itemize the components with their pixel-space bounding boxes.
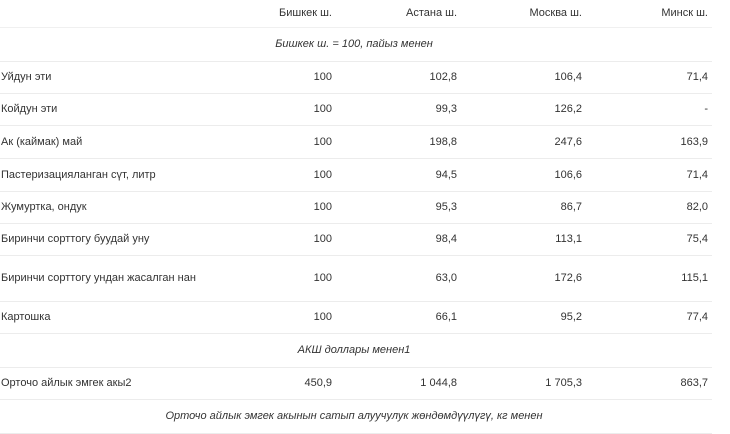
row-label: Орточо айлык эмгек акы2 <box>1 377 132 389</box>
table-row: Биринчи сорттогу ундан жасалган нан 100 63… <box>0 255 712 301</box>
table-row: Уйдун эти 100 102,8 106,4 71,4 <box>0 61 712 93</box>
table-row: Биринчи сорттогу буудай уну 100 98,4 113,1 7… <box>0 223 712 255</box>
row-value: 100 <box>313 103 332 115</box>
row-value: 100 <box>313 272 332 284</box>
header-astana: Астана ш. <box>406 7 457 20</box>
row-value: 95,3 <box>435 201 457 213</box>
row-value: 75,4 <box>686 233 708 245</box>
section-row-index: Бишкек ш. = 100, пайыз менен <box>0 27 712 61</box>
table-row: Койдун эти 100 99,3 126,2 - <box>0 93 712 125</box>
table-row: Ак (каймак) май 100 198,8 247,6 163,9 <box>0 125 712 158</box>
row-value: 86,7 <box>560 201 582 213</box>
row-value: 102,8 <box>429 71 457 83</box>
row-value: - <box>704 103 708 115</box>
row-value: 98,4 <box>435 233 457 245</box>
header-bishkek: Бишкек ш. <box>279 7 332 20</box>
row-value: 100 <box>313 311 332 323</box>
row-label: Уйдун эти <box>1 71 52 83</box>
row-value: 100 <box>313 71 332 83</box>
header-minsk: Минск ш. <box>661 7 708 20</box>
header-row: Бишкек ш. Астана ш. Москва ш. Минск ш. <box>0 0 712 27</box>
row-value: 100 <box>313 168 332 181</box>
row-value: 82,0 <box>686 201 708 213</box>
row-value: 95,2 <box>560 311 582 323</box>
row-value: 172,6 <box>554 272 582 284</box>
row-value: 450,9 <box>304 377 332 389</box>
header-empty <box>0 0 230 27</box>
table-row: Картошка 100 66,1 95,2 77,4 <box>0 301 712 333</box>
price-comparison-table: Бишкек ш. Астана ш. Москва ш. Минск ш. Б… <box>0 0 712 433</box>
table-row: Орточо айлык эмгек акы2 450,9 1 044,8 1 705… <box>0 367 712 399</box>
row-value: 1 705,3 <box>545 377 582 389</box>
row-value: 198,8 <box>429 135 457 148</box>
row-label: Картошка <box>1 311 51 323</box>
row-value: 77,4 <box>686 311 708 323</box>
row-label: Койдун эти <box>1 103 58 115</box>
row-value: 66,1 <box>435 311 457 323</box>
row-value: 863,7 <box>680 377 708 389</box>
row-label: Биринчи сорттогу буудай уну <box>1 233 150 245</box>
row-label: Пастеризацияланган сүт, литр <box>1 168 156 181</box>
row-value: 100 <box>313 233 332 245</box>
row-label: Жумуртка, ондук <box>1 201 87 213</box>
row-value: 106,4 <box>554 71 582 83</box>
row-value: 247,6 <box>554 135 582 148</box>
header-moscow: Москва ш. <box>529 7 583 20</box>
row-label: Биринчи сорттогу ундан жасалган нан <box>1 272 196 284</box>
row-label: Ак (каймак) май <box>1 135 83 148</box>
row-value: 100 <box>313 135 332 148</box>
row-value: 113,1 <box>555 233 582 245</box>
row-value: 71,4 <box>686 71 708 83</box>
table-row: Жумуртка, ондук 100 95,3 86,7 82,0 <box>0 191 712 223</box>
row-value: 99,3 <box>435 103 457 115</box>
section-title: Орточо айлык эмгек акынын сатып алуучулу… <box>165 410 543 422</box>
section-row: АКШ доллары менен1 <box>0 333 712 367</box>
row-value: 100 <box>313 201 332 213</box>
table-row: Пастеризацияланган сүт, литр 100 94,5 106,6… <box>0 158 712 191</box>
row-value: 126,2 <box>554 103 582 115</box>
section-title: АКШ доллары менен1 <box>297 344 411 356</box>
row-value: 1 044,8 <box>420 377 457 389</box>
section-title: Бишкек ш. = 100, пайыз менен <box>275 38 433 50</box>
row-value: 115,1 <box>681 272 708 284</box>
row-value: 94,5 <box>435 168 457 181</box>
row-value: 71,4 <box>686 168 708 181</box>
row-value: 63,0 <box>435 272 457 284</box>
row-value: 106,6 <box>554 168 582 181</box>
row-value: 163,9 <box>680 135 708 148</box>
section-row: Орточо айлык эмгек акынын сатып алуучулу… <box>0 399 712 433</box>
